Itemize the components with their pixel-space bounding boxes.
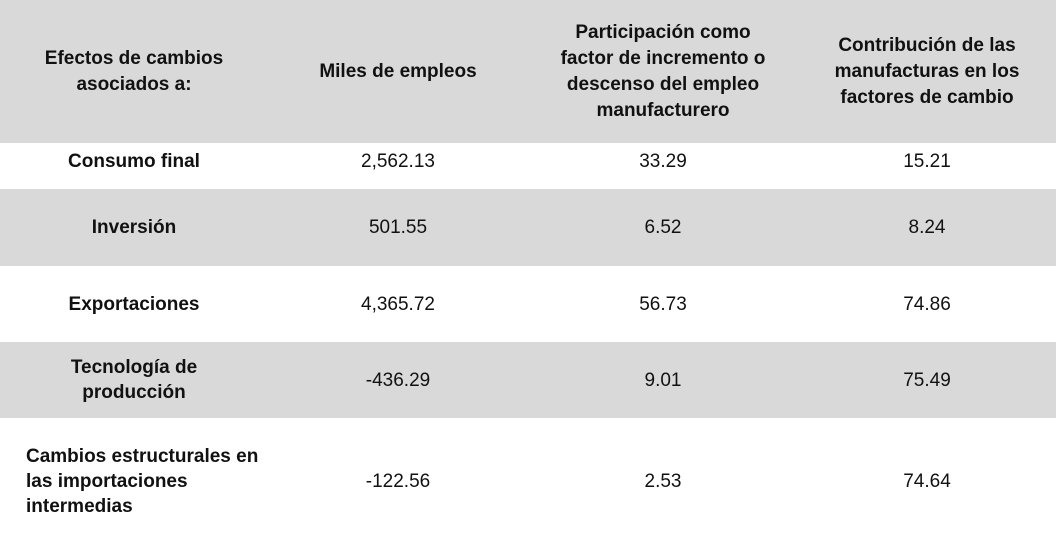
row-label: Inversión (91, 217, 177, 238)
contribution-value: 74.86 (903, 293, 951, 315)
table-row: Exportaciones 4,365.72 56.73 74.86 (0, 266, 1056, 342)
table-row: Consumo final 2,562.13 33.29 15.21 (0, 143, 1056, 189)
participation-value: 6.52 (644, 217, 682, 238)
column-header-contribution: Contribución de las manufacturas en los … (834, 34, 1020, 108)
contribution-value: 75.49 (903, 369, 951, 391)
row-label: Consumo final (68, 151, 200, 172)
contribution-value: 8.24 (908, 217, 946, 238)
participation-value: 56.73 (639, 293, 687, 315)
table-row: Inversión 501.55 6.52 8.24 (0, 189, 1056, 266)
column-header-jobs: Miles de empleos (319, 60, 477, 82)
contribution-value: 15.21 (903, 151, 951, 172)
row-label: Cambios estructurales en las importacion… (26, 445, 259, 517)
table-header-row: Efectos de cambios asociados a: Miles de… (0, 0, 1056, 143)
row-label: Exportaciones (68, 293, 200, 315)
table-row: Tecnología de producción -436.29 9.01 75… (0, 342, 1056, 418)
jobs-value: 501.55 (368, 217, 428, 238)
participation-value: 2.53 (644, 470, 682, 492)
row-label: Tecnología de producción (70, 357, 198, 403)
jobs-value: -122.56 (365, 470, 431, 492)
participation-value: 9.01 (644, 369, 682, 391)
participation-value: 33.29 (639, 151, 687, 172)
column-header-effects: Efectos de cambios asociados a: (44, 47, 224, 95)
table-row: Cambios estructurales en las importacion… (0, 418, 1056, 544)
jobs-value: 4,365.72 (361, 293, 435, 315)
column-header-participation: Participación como factor de incremento … (560, 21, 766, 121)
contribution-value: 74.64 (903, 470, 951, 492)
jobs-value: 2,562.13 (361, 151, 435, 172)
jobs-value: -436.29 (365, 369, 431, 391)
